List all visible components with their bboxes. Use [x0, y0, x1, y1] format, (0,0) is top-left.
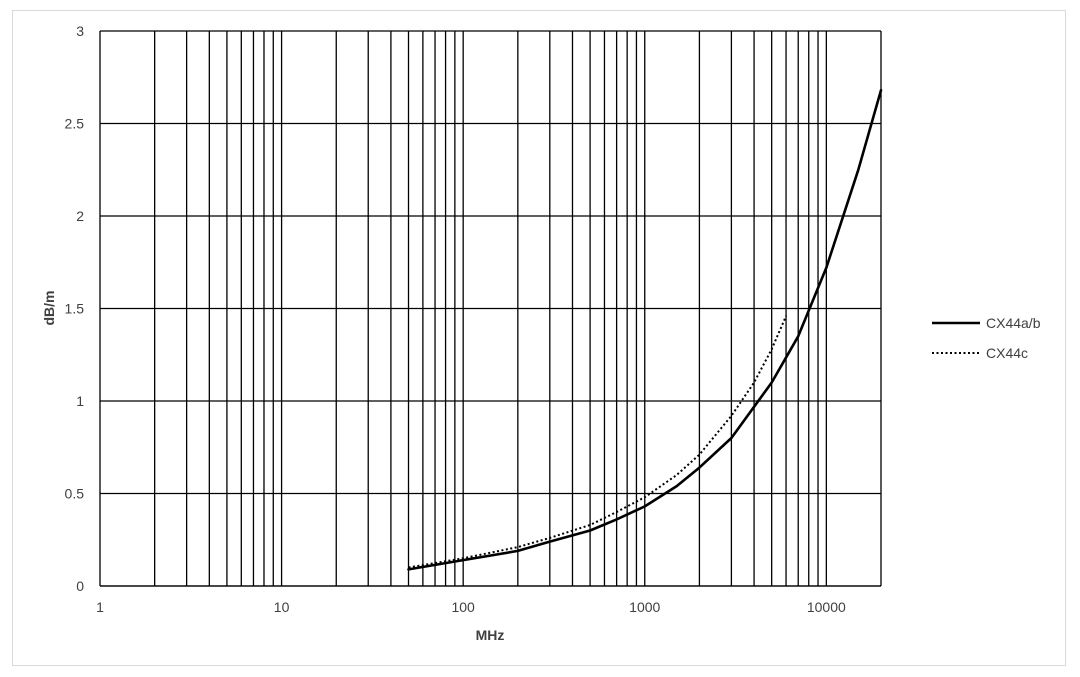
legend-label: CX44c	[986, 345, 1028, 361]
x-tick-label: 1000	[629, 599, 660, 615]
legend-label: CX44a/b	[986, 315, 1041, 331]
chart-frame	[12, 10, 1066, 666]
x-tick-label: 10	[274, 599, 290, 615]
x-tick-label: 1	[96, 599, 104, 615]
series-line-cx44c	[408, 315, 788, 569]
y-tick-label: 1	[76, 393, 84, 409]
y-tick-label: 1.5	[65, 301, 85, 317]
axes: 0 0.5 1 1.5 2 2.5 3 1 10 100 1000 10000	[65, 23, 882, 615]
x-tick-label: 100	[451, 599, 475, 615]
y-tick-label: 2	[76, 208, 84, 224]
y-tick-label: 3	[76, 23, 84, 39]
series-line-cx44a-b	[407, 88, 883, 571]
y-tick-label: 2.5	[65, 116, 85, 132]
x-tick-label: 10000	[807, 599, 846, 615]
grid	[100, 30, 881, 587]
x-axis-title: MHz	[476, 627, 505, 643]
y-tick-label: 0.5	[65, 486, 85, 502]
series-lines	[407, 88, 883, 571]
y-tick-label: 0	[76, 578, 84, 594]
y-axis-title: dB/m	[41, 291, 57, 326]
legend: CX44a/b CX44c	[932, 315, 1041, 361]
